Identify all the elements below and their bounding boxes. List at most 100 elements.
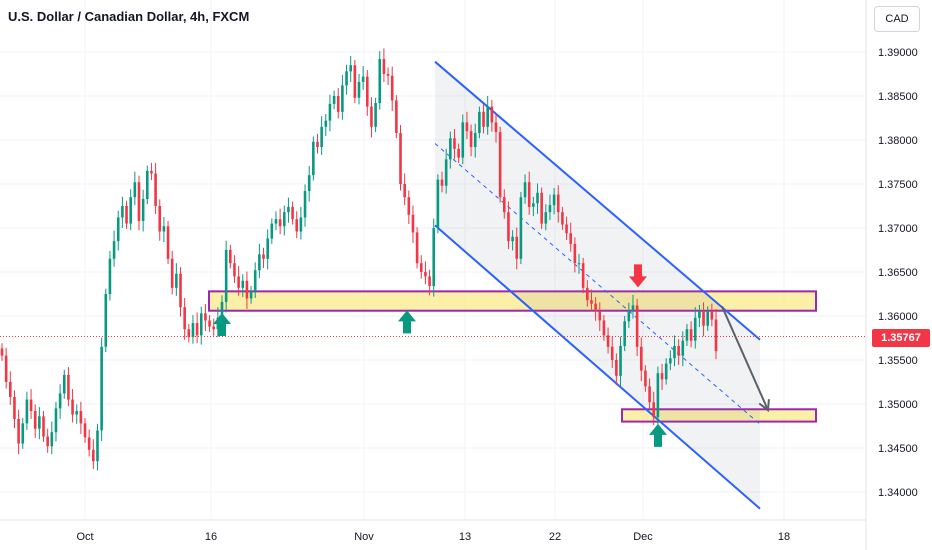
candle-body — [577, 263, 581, 265]
candle-body — [432, 228, 436, 287]
candle-body — [440, 179, 444, 186]
time-axis[interactable]: Oct 16 Nov 13 22 Dec 18 — [0, 519, 866, 543]
candle-body — [199, 313, 203, 336]
candle-body — [204, 313, 207, 321]
candle-body — [623, 321, 626, 346]
candle-body — [714, 319, 718, 352]
candle-body — [87, 437, 91, 450]
candle-body — [502, 197, 506, 213]
candle-body — [710, 311, 714, 320]
price-tick-label: 1.37500 — [878, 179, 918, 191]
candle-body — [639, 346, 643, 371]
candle-body — [390, 75, 394, 101]
candle-body — [361, 76, 365, 82]
candle-body — [511, 236, 514, 242]
candle-body — [606, 335, 610, 347]
candle-body — [29, 399, 33, 412]
candle-body — [79, 411, 83, 424]
price-tick-label: 1.35000 — [878, 399, 918, 411]
candle-body — [486, 106, 489, 127]
candle-body — [635, 305, 639, 347]
candle-body — [382, 59, 386, 74]
support-resistance-zones[interactable] — [208, 290, 817, 423]
candle-body — [162, 226, 166, 232]
candle-body — [150, 170, 153, 174]
candle-body — [648, 386, 651, 403]
time-tick-label: 16 — [205, 531, 217, 543]
candle-body — [332, 96, 336, 104]
chart-title: U.S. Dollar / Canadian Dollar, 4h, FXCM — [8, 9, 250, 24]
price-tick-label: 1.36000 — [878, 311, 918, 323]
candle-body — [83, 423, 87, 438]
candle-body — [13, 396, 16, 419]
candle-body — [403, 184, 406, 198]
candle-body — [295, 219, 299, 232]
candle-body — [108, 258, 112, 294]
candle-body — [615, 360, 618, 376]
candle-body — [598, 311, 602, 321]
candle-body — [507, 212, 510, 242]
candle-body — [287, 206, 290, 213]
candle-body — [366, 76, 369, 107]
candle-body — [291, 206, 294, 220]
candle-body — [449, 138, 452, 160]
candle-body — [274, 219, 278, 224]
price-tick-label: 1.38000 — [878, 135, 918, 147]
candle-body — [278, 219, 282, 227]
candle-body — [353, 65, 357, 98]
candle-body — [125, 206, 128, 224]
candle-body — [116, 217, 120, 242]
candle-body — [660, 373, 664, 380]
zone-rect — [621, 408, 817, 423]
candle-body — [444, 159, 448, 186]
currency-button[interactable]: CAD — [874, 6, 920, 32]
candle-body — [677, 345, 680, 356]
candle-body — [681, 340, 685, 356]
candle-body — [282, 212, 286, 227]
candle-body — [224, 250, 228, 302]
candle-body — [415, 232, 419, 264]
candle-body — [54, 408, 58, 433]
candle-body — [0, 348, 4, 356]
price-tick-label: 1.35500 — [878, 355, 918, 367]
candle-body — [100, 346, 103, 431]
candle-body — [473, 132, 477, 148]
candle-body — [602, 320, 606, 336]
candle-body — [644, 370, 647, 387]
candle-body — [664, 363, 668, 380]
candle-body — [631, 305, 635, 311]
descending-channel[interactable] — [434, 60, 761, 510]
candle-body — [490, 106, 494, 123]
candle-body — [610, 346, 614, 360]
candle-body — [245, 280, 249, 299]
candle-body — [4, 355, 8, 382]
candle-body — [407, 197, 411, 215]
candle-body — [565, 224, 568, 234]
candle-body — [166, 226, 170, 259]
candle-body — [141, 198, 145, 221]
candle-body — [253, 270, 257, 292]
candle-body — [137, 182, 141, 221]
zone-rect — [208, 290, 817, 312]
candle-body — [457, 148, 460, 158]
candle-body — [561, 212, 564, 225]
candle-body — [38, 416, 41, 429]
candle-body — [229, 250, 232, 264]
candle-body — [652, 402, 656, 418]
candle-body — [320, 126, 323, 148]
candle-body — [92, 449, 95, 462]
price-tick-label: 1.39000 — [878, 47, 918, 59]
candle-body — [619, 345, 622, 376]
candle-body — [341, 85, 344, 112]
candle-body — [428, 276, 431, 287]
candle-body — [656, 373, 660, 418]
candle-body — [349, 65, 352, 72]
time-tick-label: 18 — [778, 531, 790, 543]
candle-body — [324, 120, 328, 127]
candle-body — [262, 254, 265, 259]
candle-body — [395, 100, 398, 133]
time-tick-label: Dec — [633, 531, 653, 543]
price-axis[interactable]: 1.39000 1.38500 1.38000 1.37500 1.37000 1.365… — [865, 0, 918, 550]
candle-body — [249, 291, 253, 299]
